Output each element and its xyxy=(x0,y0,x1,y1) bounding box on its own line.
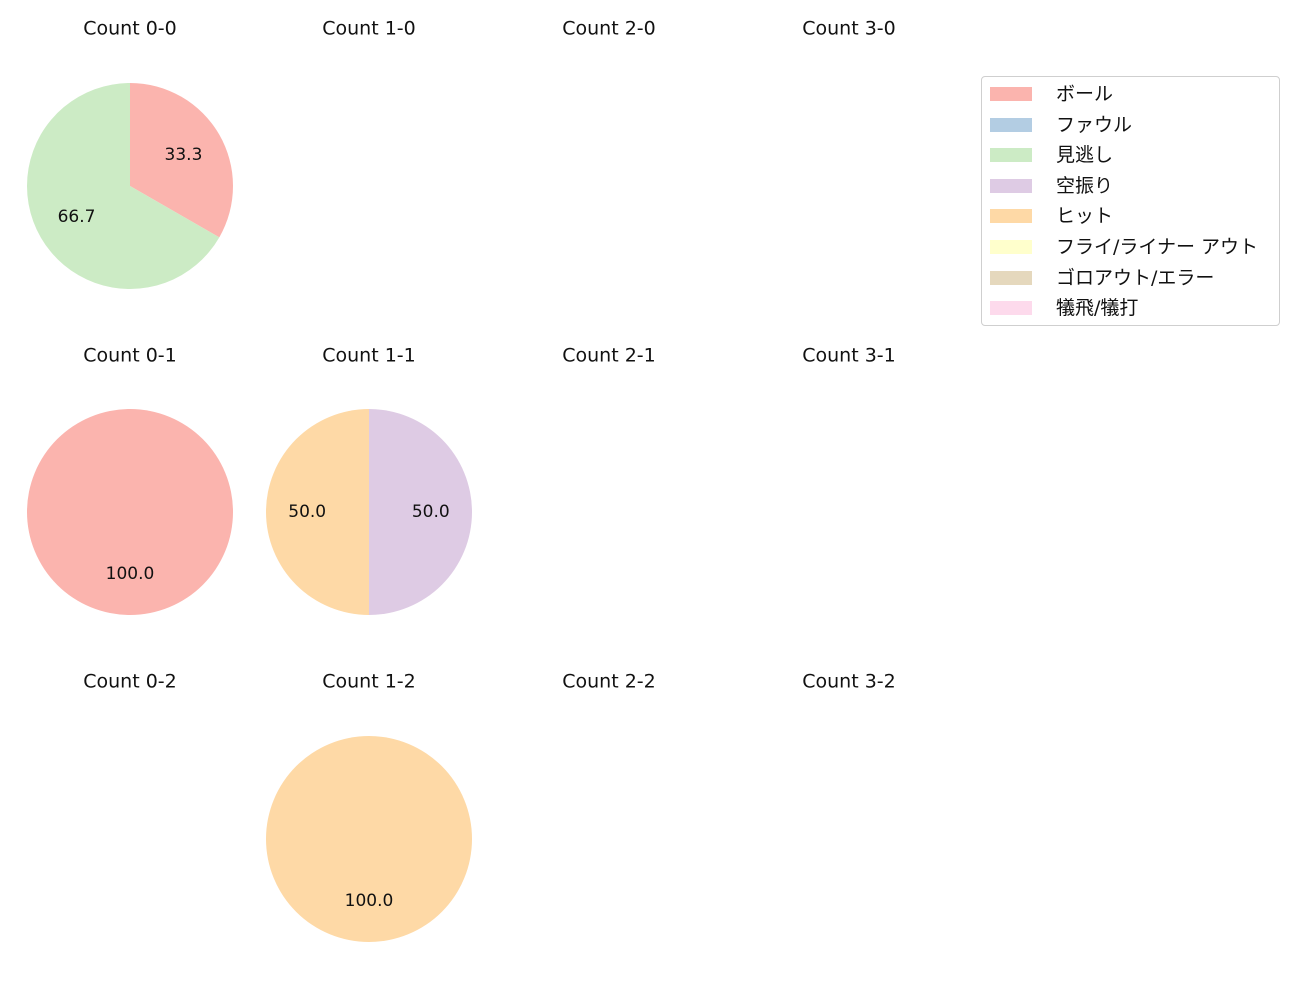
panel-title: Count 3-0 xyxy=(802,18,896,40)
pie-slice xyxy=(266,409,369,615)
slice-value-label: 50.0 xyxy=(288,502,326,522)
pie-panel: Count 1-2 100.0 xyxy=(266,671,472,942)
legend-swatch xyxy=(990,178,1032,193)
legend-label: ボール xyxy=(1056,83,1114,105)
panel-title: Count 1-1 xyxy=(322,345,416,367)
legend-label: ファウル xyxy=(1056,113,1133,136)
panel-title: Count 3-1 xyxy=(802,345,896,367)
pie-slice xyxy=(130,83,234,238)
pie-panel: Count 3-2 xyxy=(802,671,896,693)
panel-title: Count 2-0 xyxy=(562,18,656,40)
pie-panel: Count 3-0 xyxy=(802,18,896,40)
slice-value-label: 33.3 xyxy=(165,145,203,165)
pie-slice xyxy=(27,409,233,615)
slice-value-label: 50.0 xyxy=(412,502,450,522)
slice-value-label: 100.0 xyxy=(106,564,155,584)
legend-swatch xyxy=(990,270,1032,285)
pie-slice xyxy=(369,409,472,615)
panel-title: Count 0-2 xyxy=(83,671,177,693)
panel-title: Count 2-2 xyxy=(562,671,656,693)
legend-label: ヒット xyxy=(1056,205,1114,228)
legend-label: 見逃し xyxy=(1056,144,1114,167)
slice-value-label: 66.7 xyxy=(58,207,96,227)
panel-title: Count 2-1 xyxy=(562,345,656,367)
legend-swatch xyxy=(990,240,1032,254)
legend-swatch xyxy=(990,209,1032,224)
pie-panel: Count 0-0 33.3 66.7 xyxy=(27,18,234,290)
pie-panel: Count 2-2 xyxy=(562,671,656,693)
panel-title: Count 1-2 xyxy=(322,671,416,693)
legend-label: ゴロアウト/エラー xyxy=(1056,266,1215,289)
pie-slice xyxy=(27,83,220,290)
legend-label: 空振り xyxy=(1056,174,1114,197)
panel-title: Count 0-1 xyxy=(83,345,177,367)
legend-swatch xyxy=(990,117,1032,132)
slice-value-label: 100.0 xyxy=(345,891,394,911)
pie-panel: Count 0-2 xyxy=(83,671,177,693)
legend-swatch xyxy=(990,301,1032,316)
panel-title: Count 0-0 xyxy=(83,18,177,40)
pie-panel: Count 0-1 100.0 xyxy=(27,345,233,615)
legend-swatch xyxy=(990,148,1032,163)
pie-panel: Count 2-1 xyxy=(562,345,656,367)
legend-label: フライ/ライナー アウト xyxy=(1056,236,1259,258)
pie-panel: Count 1-0 xyxy=(322,18,416,40)
legend: ボールファウル見逃し空振りヒットフライ/ライナー アウト ゴロアウト/エラー 犠飛/… xyxy=(981,76,1280,326)
legend-label: 犠飛/犠打 xyxy=(1056,297,1139,320)
panel-title: Count 3-2 xyxy=(802,671,896,693)
pie-panel: Count 2-0 xyxy=(562,18,656,40)
pie-slice xyxy=(266,736,472,942)
pie-panel: Count 1-1 50.0 50.0 xyxy=(266,345,472,615)
legend-swatch xyxy=(990,87,1032,101)
pie-panel: Count 3-1 xyxy=(802,345,896,367)
panel-title: Count 1-0 xyxy=(322,18,416,40)
